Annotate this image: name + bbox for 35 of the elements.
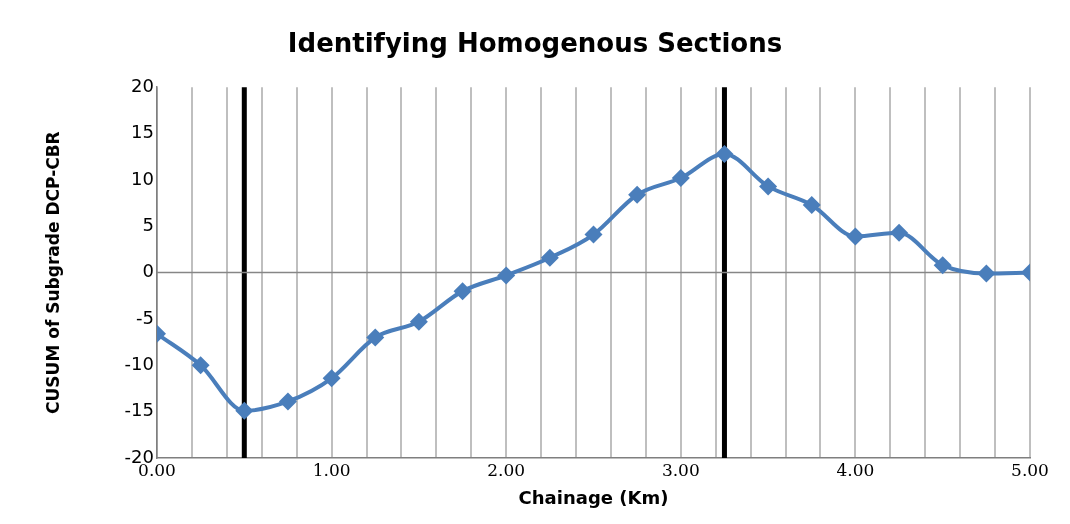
x-tick-label: 2.00 xyxy=(487,459,526,480)
point xyxy=(409,312,428,331)
point xyxy=(584,225,603,244)
point xyxy=(933,256,952,275)
point xyxy=(715,144,734,163)
point xyxy=(628,185,647,204)
y-tick-label: -10 xyxy=(124,352,154,374)
y-tick-label: 15 xyxy=(131,121,154,143)
point xyxy=(890,223,909,242)
point xyxy=(540,248,559,267)
x-axis-title: Chainage (Km) xyxy=(518,486,669,508)
x-tick-label: 3.00 xyxy=(661,459,700,480)
point xyxy=(977,264,996,283)
point xyxy=(278,392,297,411)
point xyxy=(322,369,341,388)
point xyxy=(366,328,385,347)
x-tick-label: 4.00 xyxy=(836,459,875,480)
x-tick-label: 5.00 xyxy=(1011,459,1049,480)
x-tick-label: 1.00 xyxy=(312,459,351,480)
point xyxy=(235,401,254,420)
y-tick-label: -5 xyxy=(136,306,154,328)
y-tick-label: -15 xyxy=(124,399,154,421)
y-axis-title: CUSUM of Subgrade DCP-CBR xyxy=(42,131,63,414)
y-tick-label: 0 xyxy=(142,260,154,282)
point xyxy=(846,227,865,246)
y-tick-label: 20 xyxy=(131,74,154,96)
point xyxy=(497,266,516,285)
point xyxy=(671,169,690,188)
point xyxy=(759,177,778,196)
chart-title: Identifying Homogenous Sections xyxy=(287,28,783,59)
point xyxy=(453,282,472,301)
point xyxy=(802,195,821,214)
point xyxy=(191,356,210,375)
y-tick-label: 5 xyxy=(142,213,154,235)
y-tick-label: 10 xyxy=(131,167,154,189)
